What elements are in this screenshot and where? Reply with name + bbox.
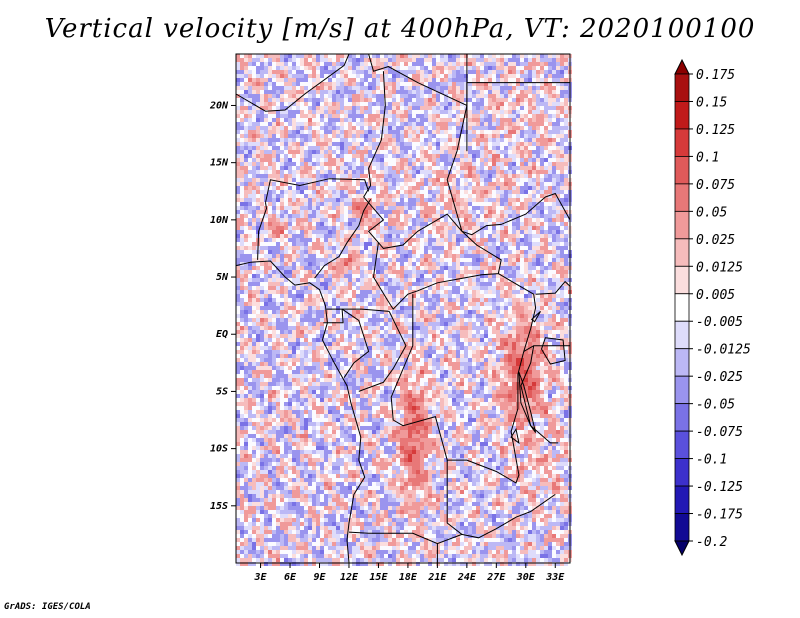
border-line-19 <box>461 192 571 236</box>
lon-tick-label: 15E <box>369 572 388 583</box>
border-line-3 <box>363 71 468 249</box>
lon-tick-label: 30E <box>516 572 536 583</box>
lon-tick-label: 21E <box>427 572 447 583</box>
lon-tick-label: 9E <box>313 572 326 583</box>
border-line-0 <box>235 260 366 564</box>
border-line-11 <box>358 311 407 392</box>
colorbar-segment <box>674 210 690 240</box>
colorbar-segment <box>674 348 690 377</box>
colorbar-bottom-arrow <box>674 540 690 557</box>
border-line-13 <box>446 460 556 539</box>
country-borders <box>235 53 571 564</box>
colorbar-segment <box>674 238 690 267</box>
lat-tick-label: 15N <box>210 158 229 169</box>
colorbar-label: 0.025 <box>696 233 735 248</box>
map-frame <box>235 53 571 564</box>
colorbar-segment <box>674 156 690 185</box>
colorbar-segment <box>674 293 690 322</box>
colorbar-segment <box>674 485 690 514</box>
border-line-7 <box>372 230 502 310</box>
colorbar-label: -0.025 <box>696 370 743 385</box>
colorbar-label: 0.15 <box>696 95 727 110</box>
border-line-17 <box>520 345 559 444</box>
lon-tick-label: 3E <box>254 572 268 583</box>
lon-tick-label: 6E <box>284 572 297 583</box>
colorbar-label: -0.2 <box>696 535 727 550</box>
colorbar-label: 0.005 <box>696 288 735 303</box>
colorbar: 0.175 0.15 0.125 0.1 0.075 0.05 0.025 0.0125 0.0… <box>674 58 751 557</box>
colorbar-label: -0.175 <box>696 508 743 523</box>
colorbar-segment <box>674 265 690 295</box>
border-line-9 <box>323 309 344 324</box>
colorbar-segment <box>674 183 690 212</box>
border-line-14 <box>348 531 463 545</box>
border-line-12 <box>390 273 537 484</box>
lake-outline-0 <box>518 371 537 433</box>
lat-tick-label: 10S <box>210 444 228 455</box>
colorbar-segment <box>674 513 690 542</box>
colorbar-label: -0.0125 <box>696 343 751 358</box>
lat-tick-label: 10N <box>210 215 229 226</box>
colorbar-segment <box>674 458 690 487</box>
lat-tick-label: 15S <box>210 501 228 512</box>
border-line-8 <box>326 308 390 312</box>
lat-tick-label: EQ <box>216 329 228 340</box>
colorbar-label: 0.1 <box>696 150 719 165</box>
border-line-1 <box>235 53 350 112</box>
credit-label: GrADS: IGES/COLA <box>4 602 91 612</box>
colorbar-label: 0.075 <box>696 178 735 193</box>
colorbar-segment <box>674 73 690 102</box>
colorbar-top-arrow <box>674 58 690 75</box>
border-line-4 <box>265 178 370 203</box>
lake-outline-3 <box>530 311 541 323</box>
colorbar-label: -0.125 <box>696 480 743 495</box>
chart-title: Vertical velocity [m/s] at 400hPa, VT: 2… <box>44 14 756 44</box>
border-line-10 <box>341 308 370 378</box>
vertical-velocity-field <box>236 54 572 566</box>
colorbar-segment <box>674 128 690 157</box>
lake-outline-1 <box>540 337 566 365</box>
lon-tick-label: 33E <box>545 572 565 583</box>
colorbar-segment <box>674 101 690 130</box>
lat-tick-label: 20N <box>209 100 229 111</box>
colorbar-segment <box>674 320 690 350</box>
colorbar-label: 0.0125 <box>696 260 743 275</box>
border-line-6 <box>314 199 372 279</box>
colorbar-segment <box>674 430 690 459</box>
border-line-18 <box>535 280 571 295</box>
lon-tick-label: 12E <box>340 572 359 583</box>
border-line-16 <box>523 345 570 352</box>
colorbar-label: 0.05 <box>696 205 727 220</box>
colorbar-segment <box>674 375 690 405</box>
colorbar-label: -0.005 <box>696 315 743 330</box>
lat-tick-label: 5S <box>216 386 228 397</box>
lon-tick-label: 24E <box>457 572 477 583</box>
lake-outline-2 <box>510 427 520 445</box>
lon-tick-label: 27E <box>486 572 506 583</box>
lat-tick-label: 5N <box>216 272 229 283</box>
colorbar-label: -0.075 <box>696 425 743 440</box>
colorbar-label: -0.05 <box>696 398 735 413</box>
colorbar-label: -0.1 <box>696 453 727 468</box>
border-line-20 <box>466 82 570 106</box>
lon-tick-label: 18E <box>399 572 418 583</box>
colorbar-label: 0.125 <box>696 123 735 138</box>
axis-ticks: 20N 15N 10N 5N EQ 5S 10S 15S 3E 6E 9E 12E 15E 18E 21E 2… <box>209 100 565 583</box>
border-line-5 <box>257 202 268 260</box>
colorbar-segment <box>674 403 690 432</box>
colorbar-label: 0.175 <box>696 68 735 83</box>
